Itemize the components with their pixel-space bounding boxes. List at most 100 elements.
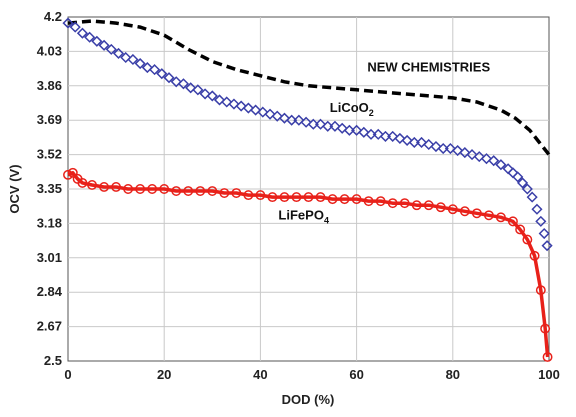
- data-point: [526, 191, 538, 203]
- data-point: [221, 96, 233, 108]
- data-point: [495, 212, 506, 223]
- annotation-lifepo4: LiFePO4: [278, 207, 329, 225]
- data-point: [401, 134, 413, 146]
- data-point: [375, 196, 386, 207]
- data-point: [243, 190, 254, 201]
- data-point: [195, 186, 206, 196]
- data-point: [185, 82, 197, 94]
- data-point: [76, 27, 88, 39]
- data-point: [207, 186, 218, 196]
- data-point: [213, 94, 226, 106]
- y-tick-label: 2.5: [44, 353, 62, 368]
- x-tick-label: 20: [157, 367, 171, 382]
- data-point: [372, 128, 384, 140]
- data-point: [471, 208, 482, 219]
- data-point: [123, 184, 134, 194]
- data-point: [488, 155, 500, 167]
- data-point: [271, 110, 283, 122]
- x-tick-label: 80: [446, 367, 460, 382]
- data-point: [84, 31, 96, 43]
- data-point: [91, 35, 103, 47]
- data-point: [411, 200, 422, 211]
- data-point: [516, 177, 529, 189]
- data-point: [343, 124, 355, 136]
- y-tick-label: 4.03: [37, 43, 62, 58]
- data-point: [192, 84, 204, 96]
- data-point: [206, 90, 218, 102]
- data-point: [521, 183, 533, 195]
- data-point: [365, 128, 377, 140]
- annotation-layer: NEW CHEMISTRIES LiCoO2 LiFePO4: [278, 60, 490, 226]
- data-point: [540, 323, 551, 334]
- data-point: [351, 124, 363, 136]
- data-point: [538, 227, 550, 240]
- y-tick-label: 3.69: [37, 112, 62, 127]
- data-point: [242, 102, 254, 114]
- data-point: [87, 180, 98, 190]
- data-point: [444, 142, 456, 155]
- x-tick-label: 60: [349, 367, 363, 382]
- data-point: [264, 108, 276, 120]
- data-point: [112, 47, 125, 59]
- data-point: [336, 122, 348, 134]
- data-point: [408, 136, 420, 149]
- data-point: [177, 78, 190, 90]
- data-point: [459, 206, 470, 217]
- data-point: [466, 149, 478, 161]
- data-point: [135, 184, 146, 194]
- data-point: [515, 224, 526, 235]
- data-point: [303, 192, 314, 203]
- y-tick-label: 4.2: [44, 9, 62, 24]
- data-point: [459, 147, 471, 159]
- data-point: [542, 352, 553, 362]
- y-tick-label: 3.86: [37, 78, 62, 93]
- data-point: [535, 215, 547, 227]
- data-point: [149, 64, 161, 76]
- data-point: [452, 144, 464, 157]
- x-tick-label: 100: [538, 367, 560, 382]
- data-point: [286, 114, 298, 126]
- data-point: [278, 112, 291, 124]
- data-point: [156, 68, 168, 80]
- data-point: [399, 198, 410, 209]
- x-tick-label: 40: [253, 367, 267, 382]
- data-point: [69, 21, 81, 33]
- data-point: [387, 198, 398, 209]
- series-licoo: [62, 17, 553, 252]
- data-point: [159, 184, 170, 194]
- data-point: [522, 234, 533, 245]
- y-tick-label: 3.52: [37, 147, 62, 162]
- x-tick-label: 0: [64, 367, 71, 382]
- data-point: [291, 192, 302, 203]
- data-point: [228, 98, 240, 110]
- data-point: [279, 192, 290, 203]
- data-point: [300, 116, 312, 128]
- data-point: [105, 43, 117, 55]
- data-point: [327, 194, 338, 205]
- y-tick-label: 3.35: [37, 181, 62, 196]
- data-point: [394, 132, 406, 144]
- annotation-new-chemistries: NEW CHEMISTRIES: [367, 60, 490, 75]
- data-point: [183, 186, 194, 196]
- data-point: [437, 142, 449, 155]
- y-tick-label: 3.01: [37, 250, 62, 265]
- data-point: [257, 106, 269, 118]
- data-point: [199, 88, 211, 100]
- data-point: [67, 167, 78, 178]
- data-point: [314, 118, 327, 130]
- data-point: [255, 190, 266, 201]
- data-point: [170, 76, 182, 88]
- data-point: [322, 120, 334, 132]
- data-point: [307, 118, 319, 130]
- data-point: [134, 57, 146, 70]
- data-point: [231, 188, 242, 198]
- y-tick-labels: 2.5 2.67 2.84 3.01 3.18 3.35 3.52 3.69 3.86 4.03 4…: [37, 9, 63, 368]
- x-tick-labels: 0 20 40 60 80 100: [64, 367, 559, 382]
- series-lifepo: [63, 167, 553, 362]
- series-new-chemistries: [67, 19, 551, 156]
- data-point: [62, 17, 74, 29]
- data-point: [529, 250, 540, 261]
- data-point: [63, 169, 73, 180]
- data-point: [77, 177, 88, 188]
- data-point: [235, 100, 247, 112]
